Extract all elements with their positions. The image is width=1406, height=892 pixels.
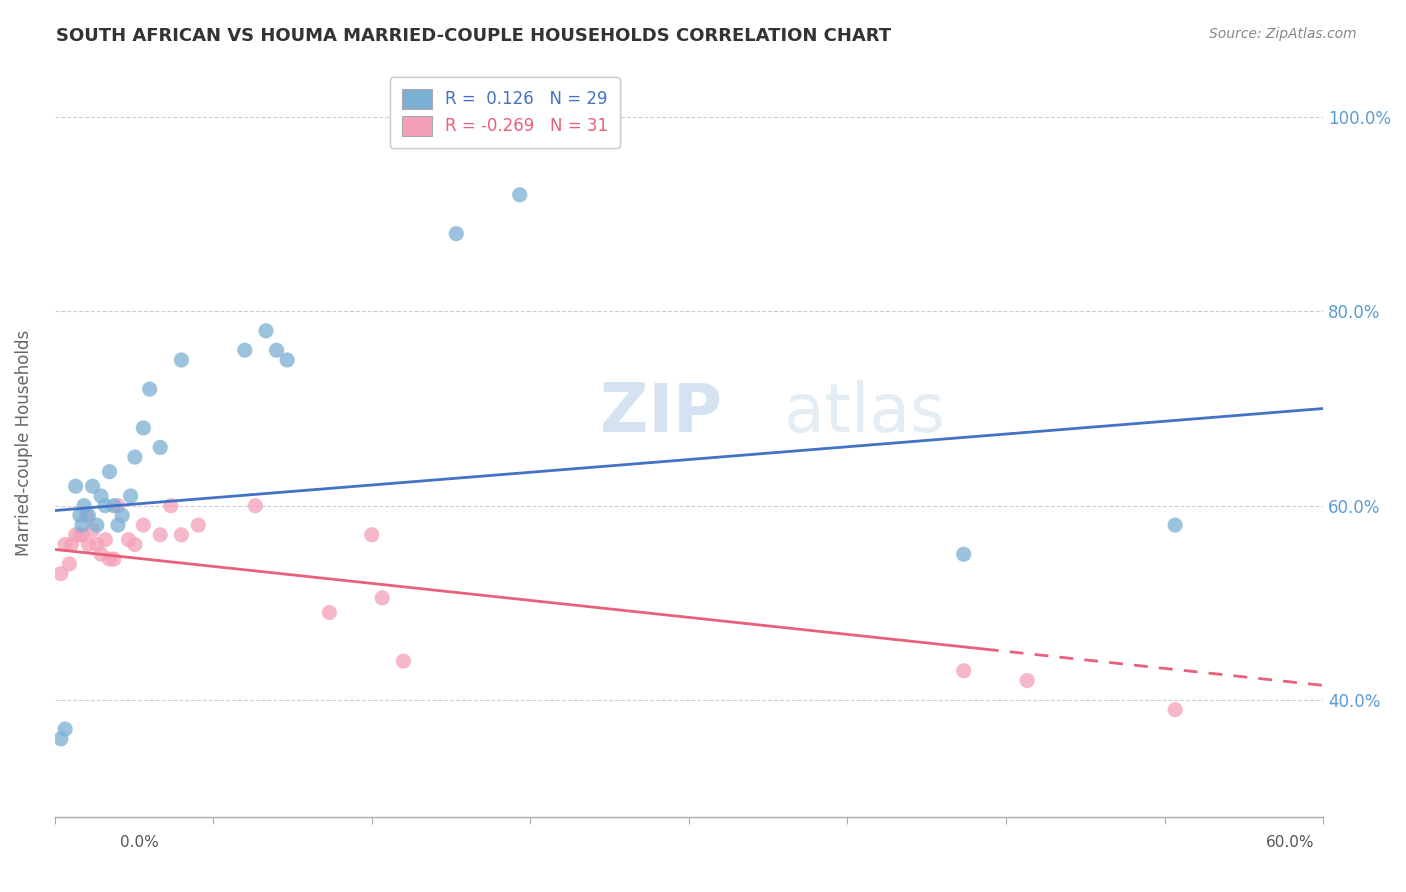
Text: Source: ZipAtlas.com: Source: ZipAtlas.com xyxy=(1209,27,1357,41)
Point xyxy=(107,518,129,533)
Point xyxy=(170,528,193,542)
Point xyxy=(254,324,277,338)
Point xyxy=(952,547,974,561)
Point xyxy=(1164,518,1187,533)
Point xyxy=(159,499,181,513)
Point xyxy=(53,537,76,551)
Point xyxy=(187,518,209,533)
Point xyxy=(371,591,394,605)
Point xyxy=(65,479,87,493)
Point xyxy=(94,533,117,547)
Point xyxy=(120,489,142,503)
Legend: R =  0.126   N = 29, R = -0.269   N = 31: R = 0.126 N = 29, R = -0.269 N = 31 xyxy=(389,77,620,147)
Point xyxy=(318,606,340,620)
Point xyxy=(69,508,91,523)
Point xyxy=(98,552,121,566)
Y-axis label: Married-couple Households: Married-couple Households xyxy=(15,329,32,556)
Point xyxy=(266,343,288,358)
Point xyxy=(1164,703,1187,717)
Text: 0.0%: 0.0% xyxy=(120,836,159,850)
Point xyxy=(446,227,468,241)
Point xyxy=(58,557,80,571)
Point xyxy=(124,537,146,551)
Point xyxy=(360,528,382,542)
Point xyxy=(49,731,72,746)
Point xyxy=(77,537,100,551)
Text: atlas: atlas xyxy=(785,380,945,446)
Point xyxy=(90,547,112,561)
Point xyxy=(86,518,108,533)
Point xyxy=(86,537,108,551)
Point xyxy=(90,489,112,503)
Point xyxy=(117,533,139,547)
Point xyxy=(94,499,117,513)
Point xyxy=(103,552,125,566)
Point xyxy=(60,537,83,551)
Point xyxy=(392,654,415,668)
Point xyxy=(82,479,104,493)
Point xyxy=(70,528,93,542)
Point xyxy=(98,465,121,479)
Point xyxy=(124,450,146,464)
Point xyxy=(509,187,531,202)
Point xyxy=(82,523,104,537)
Point xyxy=(103,499,125,513)
Point xyxy=(138,382,160,396)
Point xyxy=(276,353,298,368)
Point xyxy=(233,343,256,358)
Point xyxy=(170,353,193,368)
Point xyxy=(1017,673,1039,688)
Point xyxy=(73,499,96,513)
Point xyxy=(53,722,76,736)
Point xyxy=(149,528,172,542)
Point xyxy=(69,528,91,542)
Point xyxy=(75,508,97,523)
Point xyxy=(49,566,72,581)
Point xyxy=(149,441,172,455)
Point xyxy=(132,421,155,435)
Text: ZIP: ZIP xyxy=(600,380,723,446)
Point xyxy=(132,518,155,533)
Point xyxy=(111,508,134,523)
Point xyxy=(952,664,974,678)
Point xyxy=(107,499,129,513)
Text: SOUTH AFRICAN VS HOUMA MARRIED-COUPLE HOUSEHOLDS CORRELATION CHART: SOUTH AFRICAN VS HOUMA MARRIED-COUPLE HO… xyxy=(56,27,891,45)
Point xyxy=(245,499,267,513)
Point xyxy=(77,508,100,523)
Point xyxy=(70,518,93,533)
Text: 60.0%: 60.0% xyxy=(1267,836,1315,850)
Point xyxy=(65,528,87,542)
